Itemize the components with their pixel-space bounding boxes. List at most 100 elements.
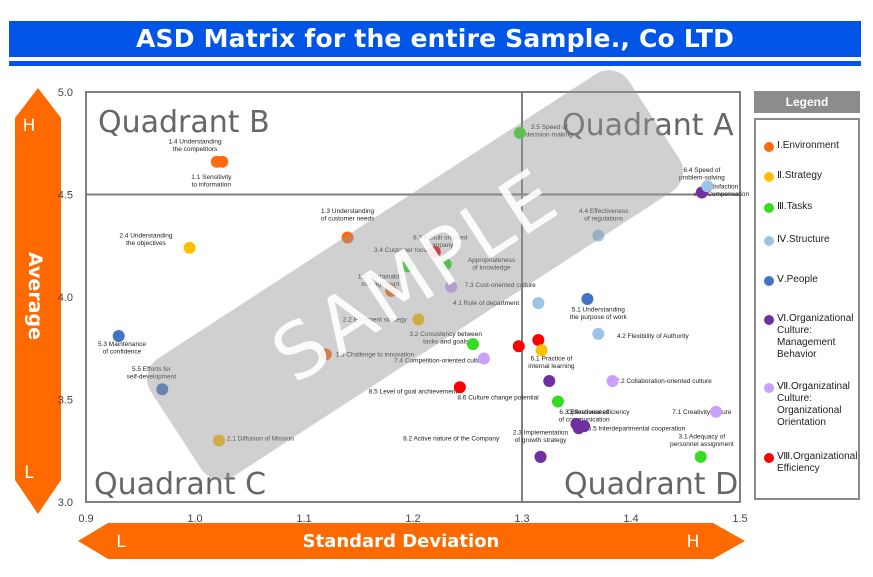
- point-label-line: Appropriateness: [468, 257, 516, 264]
- legend-marker: [764, 276, 774, 286]
- point-label-line: self-development: [127, 373, 177, 380]
- legend-title: Legend: [754, 91, 860, 113]
- x-tick-label: 1.4: [623, 513, 638, 525]
- x-tick-label: 1.1: [296, 513, 311, 525]
- data-point: [572, 422, 585, 435]
- point-label: 7.2 Collaboration-oriented culture: [616, 378, 712, 385]
- point-label-line: 8.3 Result oriented: [413, 235, 468, 242]
- point-label-line: 5.3 Maintenance: [98, 341, 146, 348]
- point-label-line: 7.2 Collaboration-oriented culture: [616, 378, 712, 385]
- point-label: 6.5 Interdepartmental cooperation: [588, 425, 686, 432]
- point-label-line: 2.3 Implementation: [513, 429, 569, 436]
- point-label-line: 1.1 Sensitivity: [191, 174, 232, 181]
- legend-label: Ⅰ.Environment: [777, 140, 839, 151]
- point-label-line: 7.4 Competition-oriented culture: [394, 358, 487, 365]
- point-label: 5.1 Understanding the purpose of work: [570, 306, 628, 321]
- data-point: [592, 327, 605, 340]
- legend-marker: [764, 315, 774, 325]
- point-label-line: decision-making: [526, 131, 573, 138]
- point-label: 1.3 Understanding of customer needs: [321, 208, 375, 223]
- x-tick-label: 1.0: [187, 513, 202, 525]
- point-label-line: 4.1 Role of department: [453, 300, 519, 307]
- point-label: 6.4 Speed of problem-solving: [679, 167, 725, 182]
- watermark-band: [147, 70, 683, 480]
- point-label-line: 2.2 Emergent strategy: [343, 317, 408, 324]
- data-point: [401, 260, 414, 273]
- point-label: 8.3 Result orientedcompany: [413, 235, 468, 250]
- y-tick-label: 4.0: [58, 292, 73, 304]
- point-label-line: company: [427, 242, 454, 249]
- point-label: 8.2 Active nature of the Company: [403, 436, 500, 443]
- point-label-line: management: [361, 281, 399, 288]
- point-label-line: the objectives: [126, 240, 166, 247]
- legend-label: Ⅴ.People: [777, 274, 818, 285]
- legend-label: Ⅶ.Organizatinal Culture: Organizational …: [777, 381, 850, 428]
- y-tick-label: 3.5: [58, 395, 73, 407]
- y-tick-label: 3.0: [58, 497, 73, 509]
- point-label-line: the competitors: [173, 146, 218, 153]
- point-label-line: 3.2 Consistency between: [409, 331, 482, 338]
- data-point: [453, 381, 466, 394]
- point-label-line: of knowledge: [472, 265, 511, 272]
- point-label: 7.3 Cost-oriented culture: [465, 282, 537, 289]
- legend-marker: [764, 383, 774, 393]
- data-point: [466, 338, 479, 351]
- x-tick-label: 1.3: [514, 513, 529, 525]
- x-low-label: L: [116, 532, 126, 552]
- point-label-line: 1.5 Sustainable: [358, 274, 403, 281]
- data-point: [341, 231, 354, 244]
- y-high-label: H: [23, 116, 36, 136]
- data-point: [592, 229, 605, 242]
- point-label: 1.1 Sensitivity to information: [191, 174, 232, 189]
- data-point: [543, 375, 556, 388]
- point-label-line: problem-solving: [679, 174, 725, 181]
- data-point: [535, 344, 548, 357]
- point-label-line: 2.1 Diffusion of Mission: [227, 436, 294, 443]
- point-label-line: 6.5 Interdepartmental cooperation: [588, 425, 686, 432]
- legend-marker: [764, 142, 774, 152]
- legend-marker: [764, 236, 774, 246]
- data-point: [412, 313, 425, 326]
- point-label-line: 5.5 Efforts for: [132, 366, 172, 373]
- legend-marker: [764, 453, 774, 463]
- y-tick-label: 5.0: [58, 87, 73, 99]
- point-label: 6.1 Practice of internal learning: [528, 356, 575, 371]
- point-label-line: personnel assignment: [670, 441, 734, 448]
- point-label-line: 4.4 Effectiveness: [579, 208, 629, 215]
- y-axis-arrow: [15, 88, 61, 514]
- point-label-line: tasks and goals: [423, 338, 469, 345]
- point-label-line: 7.1 Creativity culture: [672, 409, 732, 416]
- point-label: 3.2 Consistency betweentasks and goals: [409, 331, 482, 346]
- point-label: 2.2 Emergent strategy: [343, 317, 408, 324]
- data-point: [534, 450, 547, 463]
- data-point: [581, 293, 594, 306]
- point-label: 4.2 Flexibility of Authority: [617, 333, 690, 340]
- y-tick-label: 4.5: [58, 190, 73, 202]
- point-label: Satisfaction with Compensation: [693, 183, 750, 198]
- point-label: Operational efficiency: [567, 409, 630, 416]
- x-tick-label: 1.5: [732, 513, 747, 525]
- point-label-line: 8.6 Culture change potential: [457, 395, 539, 402]
- point-label: 4.1 Role of department: [453, 300, 519, 307]
- legend-marker: [764, 203, 774, 213]
- point-label-line: of confidence: [103, 349, 142, 356]
- point-label-line: of communication: [559, 416, 610, 423]
- data-point: [477, 352, 490, 365]
- point-label: 1.5 Sustainablemanagement: [358, 274, 403, 289]
- legend-label: Ⅲ.Tasks: [777, 201, 813, 212]
- data-point: [512, 340, 525, 353]
- legend-marker: [764, 172, 774, 182]
- legend-box: [754, 118, 860, 500]
- point-label: 2.1 Diffusion of Mission: [227, 436, 294, 443]
- quadrant-b-label: Quadrant B: [98, 105, 270, 140]
- point-label: 8.6 Culture change potential: [457, 395, 539, 402]
- point-label-line: of growth strategy: [515, 437, 567, 444]
- point-label: 1.5 Challenge to innovation: [335, 351, 414, 358]
- quadrant-c-label: Quadrant C: [94, 467, 266, 502]
- quadrant-a-label: Quadrant A: [562, 108, 734, 143]
- data-point: [428, 245, 441, 258]
- data-point: [183, 241, 196, 254]
- point-label: Appropriatenessof knowledge: [468, 257, 516, 272]
